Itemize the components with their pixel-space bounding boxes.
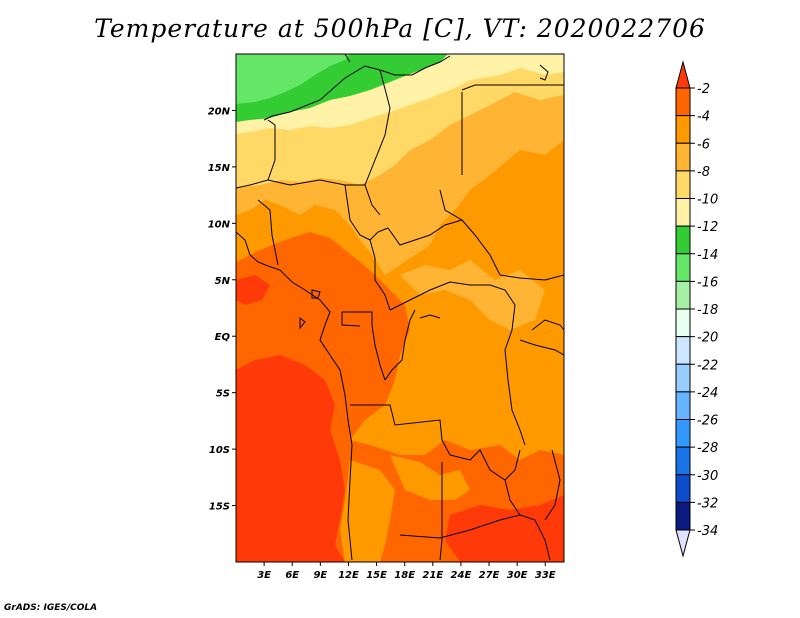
colorbar-swatch [675, 363, 691, 393]
border-great-lakes [504, 304, 526, 446]
colorbar-swatch [675, 198, 691, 227]
band-minus2-east [445, 495, 564, 562]
colorbar-label: -20 [697, 331, 718, 346]
colorbar-swatch [675, 419, 691, 448]
colorbar-swatch [675, 142, 691, 172]
colorbar-label: -32 [697, 496, 718, 511]
colorbar-label: -10 [697, 193, 718, 208]
colorbar-label: -14 [697, 248, 718, 263]
band-minus16 [236, 54, 350, 104]
colorbar-swatch [675, 474, 691, 503]
band-minus2-gulf [236, 275, 270, 305]
colorbar-label: -34 [697, 524, 718, 539]
lat-tick-label: 15S [209, 502, 230, 513]
lon-tick-label: 33E [535, 570, 556, 581]
border-angola-zambia [439, 462, 443, 561]
border-niger-chad [364, 69, 391, 216]
border-lake-victoria [519, 339, 564, 356]
band-minus6-south [340, 460, 395, 562]
lon-tick-label: 15E [366, 570, 387, 581]
colorbar-label: -26 [697, 414, 718, 429]
border-sahara-north [263, 55, 451, 121]
lon-tick-label: 21E [422, 570, 443, 581]
lat-tick-label: EQ [215, 332, 231, 343]
border-congo-drc [384, 309, 416, 381]
lon-tick-label: 24E [451, 570, 472, 581]
colorbar-swatch [675, 308, 691, 338]
border-drc-north [389, 281, 516, 311]
lat-tick-label: 20N [208, 106, 231, 117]
colorbar-label: -6 [697, 137, 710, 152]
colorbar-swatch [675, 391, 691, 420]
border-mozambique [544, 449, 561, 521]
border-darfur [439, 189, 463, 221]
border-angola-drc [350, 404, 521, 481]
border-nigeria-north [344, 184, 389, 241]
band-minus8-central [400, 260, 545, 330]
lon-tick-label: 12E [338, 570, 359, 581]
colorbar-label: -24 [697, 386, 718, 401]
colorbar-label: -16 [697, 275, 718, 290]
lat-tick-label: 5S [216, 389, 230, 400]
colorbar-swatch [675, 253, 691, 282]
colorbar-swatch [675, 501, 691, 531]
colorbar-label: -18 [697, 303, 718, 318]
lon-tick-label: 18E [394, 570, 415, 581]
colorbar-swatch [675, 87, 691, 117]
lat-tick-label: 10N [208, 219, 231, 230]
lon-tick-label: 6E [285, 570, 299, 581]
border-sudan-south [499, 274, 564, 281]
lon-tick-label: 9E [313, 570, 327, 581]
border-algeria-libya [344, 54, 351, 63]
colorbar-label: -8 [697, 165, 710, 180]
country-borders [236, 54, 564, 561]
colorbar-swatch [675, 170, 691, 199]
latitude-axis: 20N 15N 10N 5N EQ 5S 10S 15S [208, 106, 236, 513]
band-minus2-west [236, 355, 345, 562]
border-niger-south [267, 179, 365, 186]
border-egypt [461, 84, 564, 91]
border-gabon-congo [342, 311, 386, 381]
colorbar-label: -22 [697, 358, 718, 373]
border-malawi [504, 479, 551, 561]
band-minus6-patch [390, 455, 470, 500]
border-namibia [399, 514, 521, 539]
colorbar-swatch [675, 225, 691, 255]
lon-tick-label: 27E [479, 570, 500, 581]
island-bioko [299, 316, 306, 330]
colorbar-swatch [675, 336, 691, 365]
border-eq-guinea [341, 312, 361, 327]
colorbar: -2 -4 -6 -8 -10 -12 -14 -16 -18 -20 -22 -24 -26 -28 -3… [675, 60, 718, 558]
lake-volta [311, 289, 321, 299]
colorbar-swatch [675, 280, 691, 310]
border-car-chad [387, 219, 501, 276]
border-cameroon [369, 239, 391, 311]
temperature-field [236, 54, 564, 562]
border-kenya [531, 319, 564, 331]
colorbar-label: -30 [697, 469, 718, 484]
river-congo [419, 314, 441, 319]
map-frame [235, 53, 565, 563]
lat-tick-label: 10S [209, 445, 230, 456]
border-sinai [539, 64, 549, 81]
map-title: Temperature at 500hPa [C], VT: 202002270… [94, 14, 706, 43]
colorbar-bottom-arrow [675, 529, 691, 558]
atlantic-coastline [236, 231, 353, 561]
lon-tick-label: 30E [507, 570, 528, 581]
colorbar-label: -12 [697, 220, 718, 235]
border-mali-mauritania [236, 119, 276, 189]
grads-credit: GrADS: IGES/COLA [4, 603, 98, 613]
lat-tick-label: 15N [208, 163, 231, 174]
lat-tick-label: 5N [215, 276, 231, 287]
colorbar-label: -4 [697, 110, 710, 125]
colorbar-swatch [675, 115, 691, 144]
longitude-axis: 3E 6E 9E 12E 15E 18E 21E 24E 27E 30E 33E [257, 562, 556, 581]
colorbar-label: -28 [697, 441, 718, 456]
lon-tick-label: 3E [257, 570, 271, 581]
colorbar-swatch [675, 446, 691, 476]
colorbar-label: -2 [697, 82, 710, 97]
border-benin [257, 199, 279, 266]
colorbar-top-arrow [675, 60, 691, 89]
